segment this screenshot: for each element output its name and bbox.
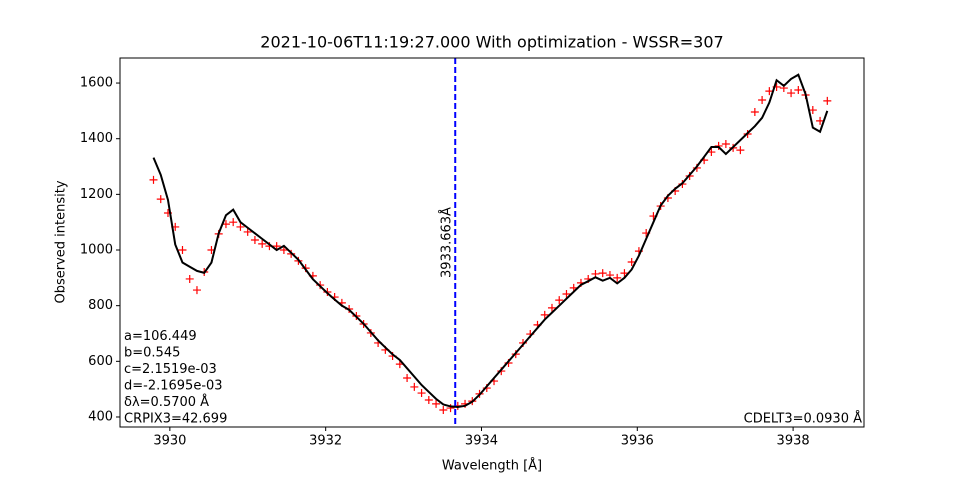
- annotation: δλ=0.5700 Å: [124, 394, 209, 410]
- data-point: [627, 257, 636, 266]
- y-tick-label: 600: [88, 354, 113, 369]
- data-point: [185, 274, 194, 283]
- data-point: [750, 107, 759, 116]
- data-point: [613, 273, 622, 282]
- data-point: [721, 139, 730, 148]
- data-point: [816, 116, 825, 125]
- annotation: b=0.545: [124, 346, 180, 361]
- y-tick-label: 400: [88, 409, 113, 424]
- data-point: [808, 106, 817, 115]
- annotation: d=-2.1695e-03: [124, 379, 223, 394]
- data-point: [403, 374, 412, 383]
- annotation: CRPIX3=42.699: [124, 412, 227, 427]
- data-point: [540, 310, 549, 319]
- data-point: [192, 286, 201, 295]
- data-point: [417, 389, 426, 398]
- annotation: a=106.449: [124, 329, 197, 344]
- data-point: [620, 269, 629, 278]
- data-point: [156, 195, 165, 204]
- data-point: [736, 146, 745, 155]
- data-point: [236, 222, 245, 231]
- data-point: [562, 289, 571, 298]
- data-point: [823, 96, 832, 105]
- data-point: [279, 246, 288, 255]
- y-tick-label: 1000: [80, 243, 113, 258]
- data-point: [787, 89, 796, 98]
- data-point: [598, 269, 607, 278]
- data-point: [250, 235, 259, 244]
- data-point: [794, 86, 803, 95]
- data-point: [229, 218, 238, 227]
- data-point: [547, 303, 556, 312]
- annotation: CDELT3=0.0930 Å: [744, 411, 862, 427]
- data-point: [410, 382, 419, 391]
- data-point: [432, 399, 441, 408]
- data-point: [243, 227, 252, 236]
- y-tick-label: 1600: [80, 76, 113, 91]
- chart-title: 2021-10-06T11:19:27.000 With optimizatio…: [260, 33, 723, 52]
- x-tick-label: 3930: [153, 434, 186, 449]
- annotation: c=2.1519e-03: [124, 362, 217, 377]
- plot-frame: [119, 57, 865, 428]
- data-point: [149, 175, 158, 184]
- x-tick-label: 3934: [465, 434, 498, 449]
- y-tick-label: 1400: [80, 131, 113, 146]
- fit-line: [152, 73, 829, 408]
- data-point: [555, 296, 564, 305]
- data-point: [178, 246, 187, 255]
- y-axis-label: Observed intensity: [54, 180, 69, 303]
- data-point: [258, 239, 267, 248]
- reference-label: 3933.663Å: [439, 207, 455, 278]
- data-point: [714, 141, 723, 150]
- x-axis-label: Wavelength [Å]: [442, 458, 542, 474]
- data-point: [758, 96, 767, 105]
- y-tick-label: 800: [88, 298, 113, 313]
- data-point: [424, 396, 433, 405]
- data-point: [439, 406, 448, 415]
- x-tick-label: 3932: [309, 434, 342, 449]
- y-tick-label: 1200: [80, 187, 113, 202]
- x-tick-label: 3938: [777, 434, 810, 449]
- x-tick-label: 3936: [621, 434, 654, 449]
